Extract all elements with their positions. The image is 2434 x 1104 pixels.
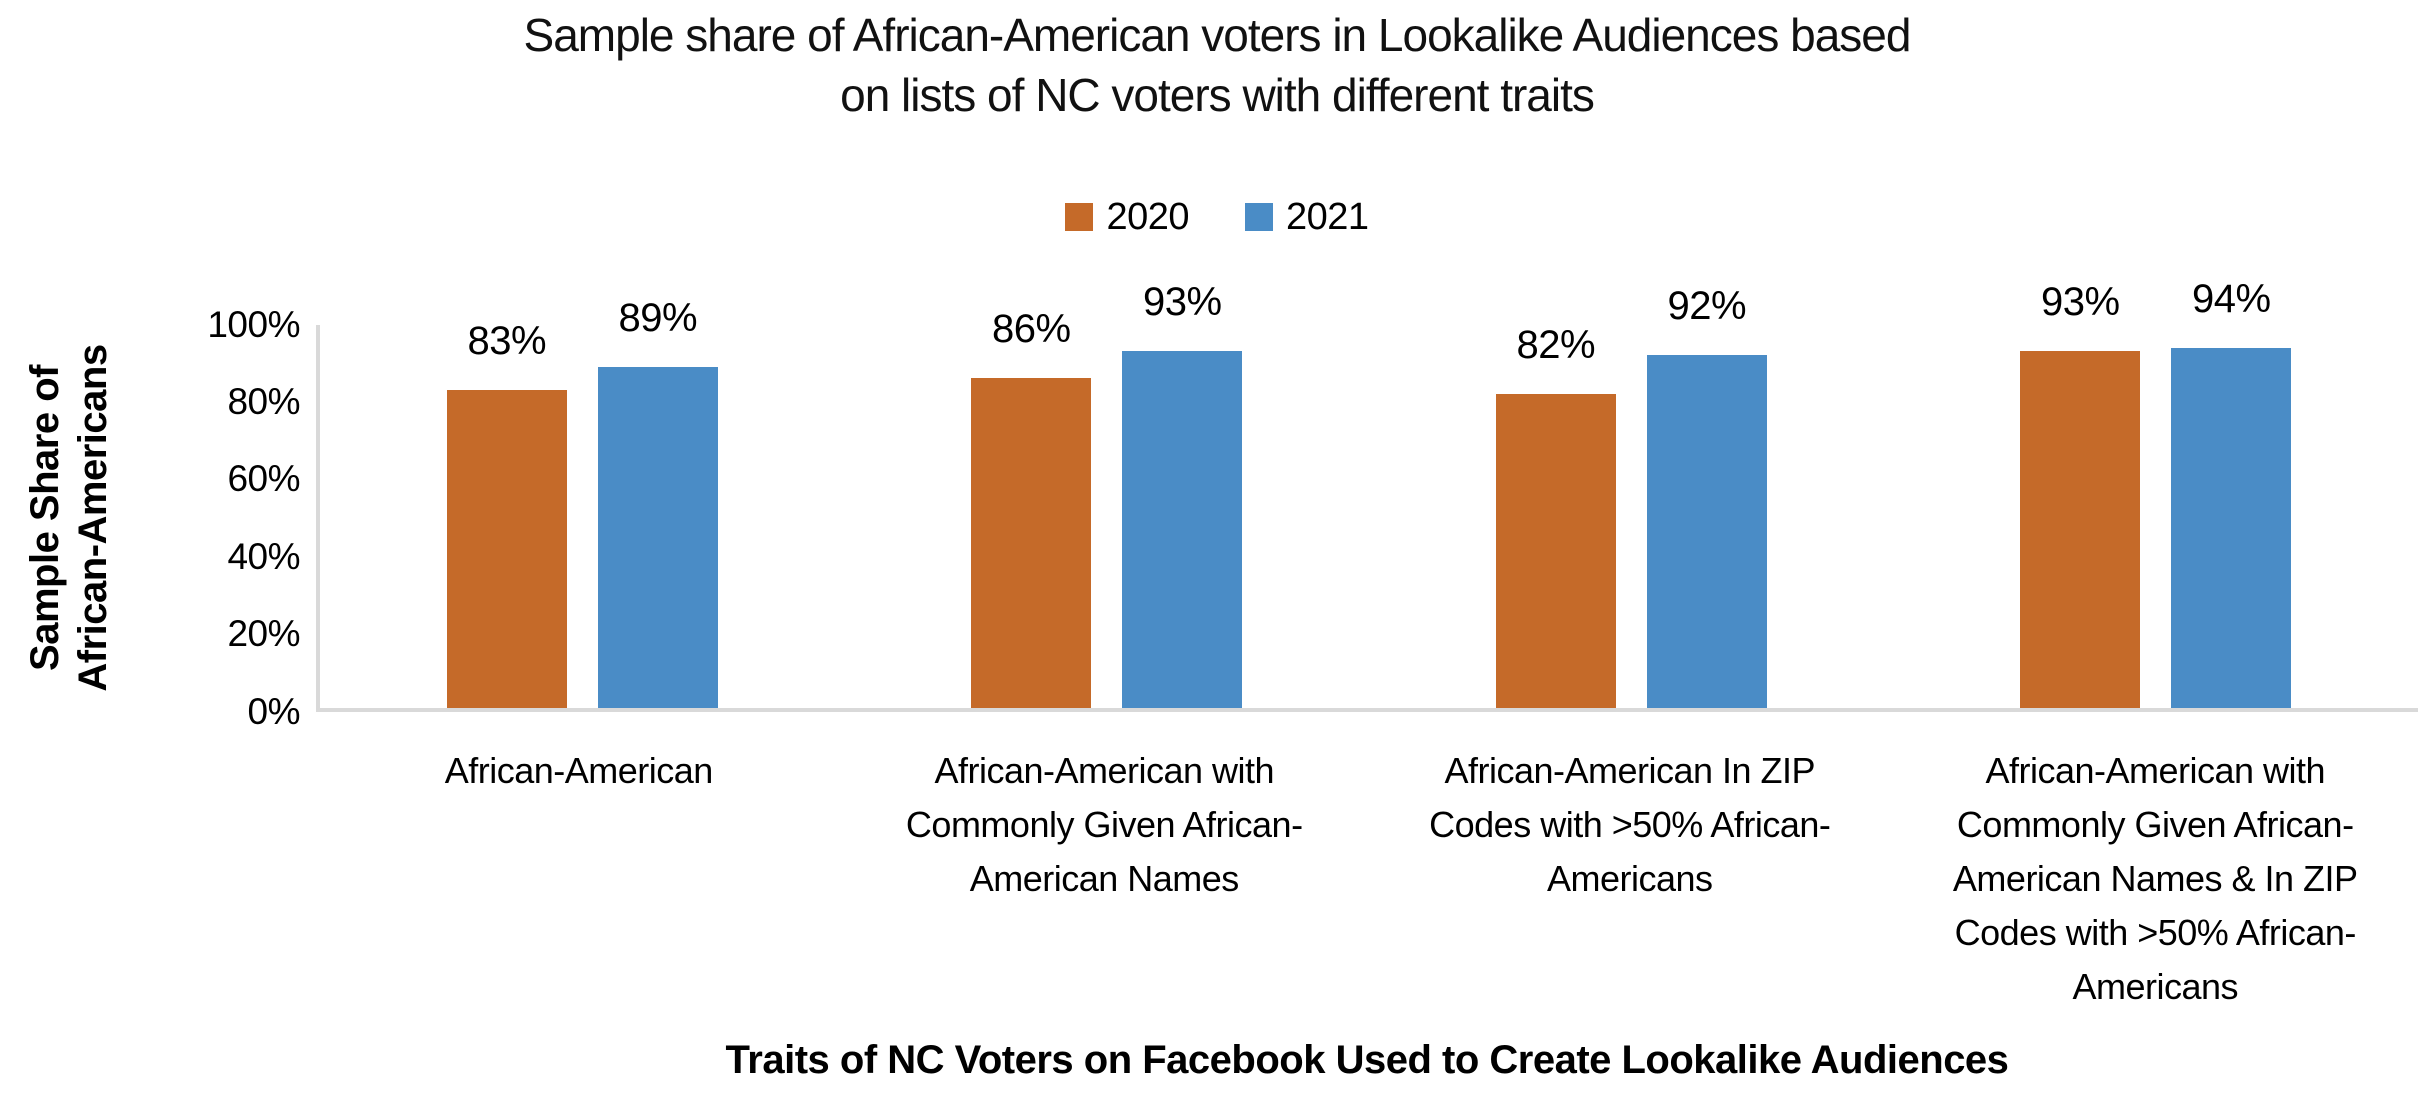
category-slot-3: 93% 94% [1894, 277, 2419, 708]
y-axis-ticks: 0% 20% 40% 60% 80% 100% [124, 304, 316, 732]
category-label-0: African-American [444, 749, 714, 791]
bar-2021-cat2: 92% [1646, 284, 1767, 708]
bar-value-label-2021-cat0: 89% [618, 295, 698, 340]
y-tick-80pct: 80% [227, 381, 300, 422]
bar-value-label-2020-cat0: 83% [467, 318, 547, 363]
bar-2020-cat3: 93% [2020, 280, 2141, 708]
bar-value-label-2021-cat3: 94% [2191, 276, 2271, 321]
bar-2021-cat3: 94% [2171, 277, 2292, 708]
legend-item-2021: 2021 [1245, 196, 1369, 239]
y-axis-title: Sample Share of African-Americans [23, 344, 115, 692]
bar-value-label-2020-cat2: 82% [1516, 322, 1596, 367]
legend-swatch-2021-icon [1245, 203, 1273, 232]
bar-2020-cat2: 82% [1495, 323, 1616, 708]
legend-swatch-2020-icon [1065, 203, 1094, 232]
legend-item-2020: 2020 [1065, 196, 1189, 239]
y-tick-60pct: 60% [227, 458, 300, 500]
legend-label-2020: 2020 [1106, 195, 1189, 238]
y-tick-40pct: 40% [227, 535, 300, 577]
bar-value-label-2020-cat3: 93% [2040, 280, 2120, 325]
y-tick-0pct: 0% [247, 690, 301, 732]
bar-value-label-2020-cat1: 86% [991, 307, 1071, 352]
bar-2020-cat1: 86% [971, 307, 1092, 708]
chart-area: Sample Share of African-Americans 0% 20% 4… [14, 277, 2419, 1083]
bar-value-label-2021-cat1: 93% [1142, 280, 1222, 325]
y-axis-title-wrap: Sample Share of African-Americans [14, 325, 124, 712]
y-tick-20pct: 20% [227, 613, 300, 655]
bar-value-label-2021-cat2: 92% [1667, 284, 1747, 329]
category-slot-0: 83% 89% [320, 296, 845, 708]
y-tick-100pct: 100% [207, 303, 300, 345]
x-axis-category-labels: African-American African-American with Co… [316, 712, 2418, 1014]
category-slot-2: 82% 92% [1369, 284, 1894, 708]
bar-2020-cat0: 83% [446, 319, 567, 708]
category-slot-1: 86% 93% [845, 280, 1370, 708]
category-label-3: African-American with Commonly Given Afr… [1952, 749, 2358, 1007]
plot-area: 83% 89% 86% 93% 82% 92% 93% 94% [316, 277, 2419, 712]
chart-title: Sample share of African-American voters … [523, 9, 1912, 121]
bar-2021-cat1: 93% [1122, 280, 1243, 708]
legend-label-2021: 2021 [1286, 195, 1369, 238]
legend: 2020 2021 [0, 196, 2434, 239]
bar-2021-cat0: 89% [597, 296, 718, 708]
x-axis-title: Traits of NC Voters on Facebook Used to … [725, 1037, 2009, 1082]
category-label-1: African-American with Commonly Given Afr… [905, 749, 1303, 899]
category-label-2: African-American In ZIP Codes with >50% … [1429, 749, 1831, 899]
